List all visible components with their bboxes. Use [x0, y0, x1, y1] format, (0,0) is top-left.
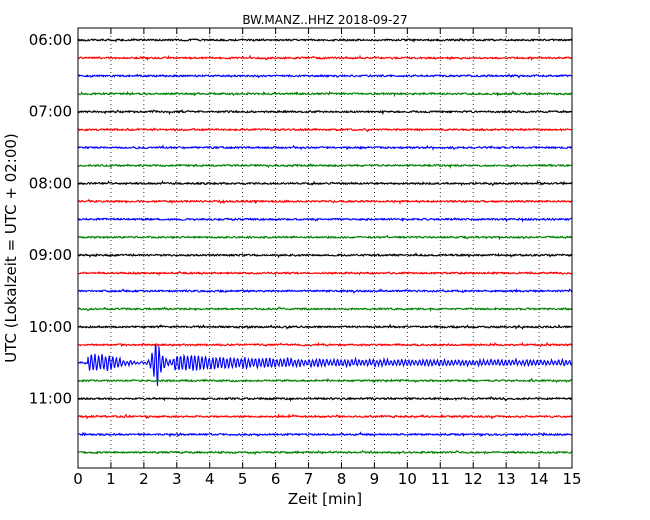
x-tick-label-12: 12 [464, 470, 483, 488]
trace-3 [77, 90, 573, 98]
x-tick-label-10: 10 [398, 470, 417, 488]
trace-18 [77, 344, 573, 387]
chart-title: BW.MANZ..HHZ 2018-09-27 [242, 13, 407, 27]
trace-5 [77, 127, 573, 133]
trace-23 [77, 449, 573, 456]
trace-16 [77, 323, 573, 331]
trace-20 [77, 396, 573, 403]
trace-0 [77, 37, 573, 43]
y-axis-label: UTC (Lokalzeit = UTC + 02:00) [2, 133, 20, 363]
x-tick-label-2: 2 [139, 470, 149, 488]
trace-11 [77, 234, 573, 241]
trace-14 [77, 288, 573, 294]
x-tick-label-0: 0 [73, 470, 83, 488]
x-tick-label-8: 8 [337, 470, 347, 488]
y-tick-label-2: 08:00 [29, 174, 72, 192]
trace-19 [77, 377, 573, 384]
trace-4 [77, 108, 573, 116]
trace-12 [77, 251, 573, 259]
trace-10 [77, 216, 573, 223]
trace-2 [77, 72, 573, 79]
x-tick-label-3: 3 [172, 470, 182, 488]
trace-8 [77, 179, 573, 187]
trace-22 [77, 431, 573, 438]
trace-15 [77, 306, 573, 313]
x-axis-label: Zeit [min] [288, 490, 362, 508]
trace-1 [77, 54, 573, 62]
grid-lines [110, 28, 540, 468]
y-tick-label-0: 06:00 [29, 31, 72, 49]
x-tick-label-13: 13 [497, 470, 516, 488]
x-tick-label-11: 11 [431, 470, 450, 488]
x-tick-label-14: 14 [530, 470, 549, 488]
trace-21 [77, 413, 573, 420]
x-tick-label-4: 4 [205, 470, 215, 488]
x-tick-label-15: 15 [562, 470, 581, 488]
trace-13 [77, 270, 573, 277]
y-tick-label-3: 09:00 [29, 246, 72, 264]
plot-frame [77, 27, 573, 469]
ticks: 0 1 2 3 4 5 6 7 8 9 10 11 12 13 14 1506:0007:0008:0009:… [29, 28, 582, 488]
x-tick-label-9: 9 [370, 470, 380, 488]
x-tick-label-7: 7 [304, 470, 314, 488]
x-tick-label-5: 5 [238, 470, 248, 488]
trace-17 [77, 341, 573, 348]
y-tick-label-4: 10:00 [29, 318, 72, 336]
x-tick-label-1: 1 [106, 470, 116, 488]
x-tick-label-6: 6 [271, 470, 281, 488]
trace-6 [77, 143, 573, 152]
traces [77, 37, 573, 456]
y-tick-label-1: 07:00 [29, 103, 72, 121]
y-tick-label-5: 11:00 [29, 390, 72, 408]
trace-7 [77, 162, 573, 170]
trace-9 [77, 198, 573, 205]
